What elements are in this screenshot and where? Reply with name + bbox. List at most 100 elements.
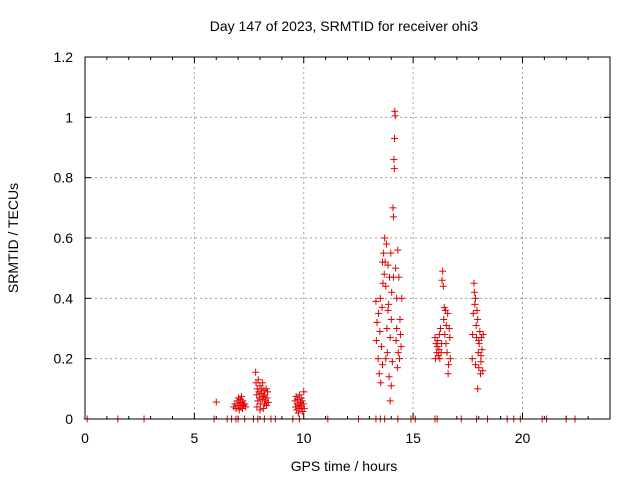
data-point [437,349,445,357]
data-point [237,392,245,400]
data-point [396,331,404,339]
data-point [446,355,454,363]
chart-title: Day 147 of 2023, SRMTID for receiver ohi… [210,18,479,34]
data-point [474,315,482,323]
data-point [384,306,392,314]
y-tick-label: 0 [65,411,73,427]
data-point [299,407,307,415]
data-point [295,391,303,399]
data-point [300,404,308,412]
data-point [212,398,220,406]
x-axis-label: GPS time / hours [291,458,398,474]
data-point [434,337,442,345]
data-point [391,134,399,142]
x-tick-label: 5 [190,430,198,446]
data-point [294,395,302,403]
data-point [299,400,307,408]
data-point [239,397,247,405]
data-point [242,403,250,411]
data-point [261,397,269,405]
data-point [477,352,485,360]
data-point [255,394,263,402]
data-point [391,112,399,120]
data-point [387,249,395,257]
data-point [393,325,401,332]
data-point [379,258,386,266]
data-point [470,288,478,296]
data-point [259,404,267,412]
data-point [298,397,306,405]
data-point [442,321,450,329]
data-point [396,315,404,323]
data-point [387,382,395,390]
data-point [472,321,480,329]
data-point [235,406,243,414]
data-point [372,297,380,305]
data-point [439,267,447,275]
data-point [378,303,386,311]
data-point [433,343,441,351]
data-point [394,349,402,357]
y-tick-label: 0.8 [54,170,74,186]
data-point [379,279,387,287]
data-point [258,395,266,403]
data-point [390,156,398,164]
data-point [392,264,400,272]
data-point [241,400,249,408]
data-point [444,309,452,317]
data-point [477,358,485,366]
data-points [83,107,579,423]
data-point [239,404,246,412]
data-point [443,349,451,357]
data-point [386,397,394,405]
y-tick-labels: 0 0.2 0.4 0.6 0.8 1 1.2 [54,49,74,427]
y-tick-label: 0.2 [54,351,74,367]
data-point [442,340,450,348]
data-point [292,392,300,400]
x-tick-label: 10 [296,430,312,446]
data-point [440,315,448,323]
data-point [254,376,262,384]
y-tick-label: 0.4 [54,290,74,306]
data-point [468,355,476,363]
data-point [438,276,446,284]
data-point [380,270,388,278]
data-point [445,325,453,332]
data-point [436,355,444,363]
data-point [256,406,264,414]
data-point [233,397,241,405]
data-point [383,325,391,332]
data-point [469,331,477,339]
data-point [441,331,449,339]
data-point [375,370,383,378]
data-point [384,261,392,269]
grid-lines [85,57,610,419]
data-point [389,273,397,281]
data-point [300,388,308,396]
data-point [383,349,391,357]
y-tick-label: 1.2 [54,49,74,65]
data-point [396,355,404,363]
data-point [373,318,381,326]
data-point [478,346,486,354]
data-point [262,385,270,393]
data-point [393,364,401,372]
data-point [259,379,267,387]
data-point [291,403,299,411]
data-point [372,337,380,345]
data-point [434,352,442,360]
data-point [381,234,389,242]
data-point [377,343,385,351]
data-point [473,306,481,314]
data-point [385,300,393,308]
data-point [475,364,483,372]
data-point [385,373,393,381]
data-point [444,370,452,378]
data-point [469,309,477,317]
data-point [382,282,390,290]
data-point [389,204,397,212]
data-point [479,367,487,375]
y-axis-label: SRMTID / TECUs [5,183,21,293]
data-point [253,403,261,411]
